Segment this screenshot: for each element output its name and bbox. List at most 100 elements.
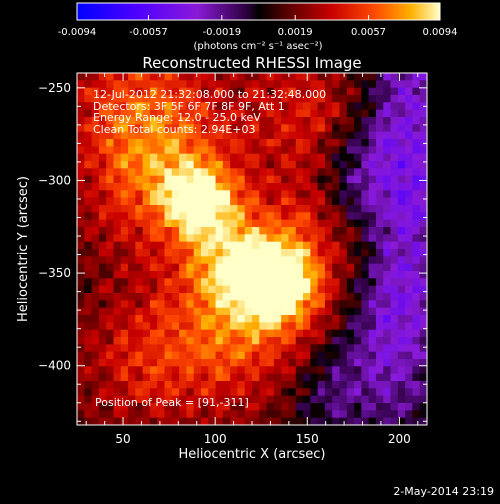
heatmap-cell	[157, 344, 166, 353]
heatmap-cell	[113, 329, 122, 338]
heatmap-cell	[303, 205, 311, 213]
heatmap-cell	[171, 263, 180, 272]
heatmap-cell	[157, 271, 166, 279]
heatmap-cell	[179, 131, 187, 140]
heatmap-cell	[128, 395, 136, 404]
heatmap-cell	[157, 161, 166, 169]
heatmap-cell	[259, 161, 268, 169]
heatmap-cell	[106, 366, 115, 375]
heatmap-cell	[91, 388, 100, 397]
heatmap-cell	[230, 256, 239, 265]
heatmap-cell	[179, 175, 187, 184]
heatmap-cell	[405, 329, 414, 338]
heatmap-cell	[135, 410, 144, 419]
heatmap-cell	[412, 73, 421, 81]
heatmap-cell	[390, 102, 399, 111]
heatmap-cell	[186, 263, 195, 272]
heatmap-cell	[383, 102, 392, 111]
heatmap-cell	[324, 212, 333, 221]
heatmap-cell	[368, 227, 377, 235]
heatmap-cell	[128, 205, 136, 213]
heatmap-cell	[106, 395, 115, 404]
heatmap-cell	[324, 124, 333, 133]
heatmap-cell	[412, 322, 421, 331]
heatmap-cell	[273, 87, 282, 96]
heatmap-cell	[252, 417, 260, 425]
heatmap-cell	[339, 212, 348, 221]
heatmap-cell	[361, 359, 370, 367]
heatmap-cell	[222, 278, 231, 287]
heatmap-cell	[113, 278, 122, 287]
heatmap-cell	[98, 293, 107, 301]
heatmap-cell	[164, 315, 173, 323]
heatmap-cell	[230, 381, 239, 389]
heatmap-cell	[383, 124, 392, 133]
heatmap-cell	[106, 285, 115, 294]
heatmap-cell	[361, 271, 370, 279]
heatmap-cell	[252, 410, 260, 419]
heatmap-cell	[215, 183, 224, 191]
heatmap-cell	[419, 183, 427, 191]
heatmap-cell	[346, 73, 355, 81]
heatmap-cell	[171, 175, 180, 184]
heatmap-cell	[375, 351, 384, 360]
heatmap-cell	[179, 373, 187, 382]
heatmap-cell	[419, 175, 427, 184]
heatmap-cell	[375, 241, 384, 250]
heatmap-cell	[222, 153, 231, 162]
heatmap-cell	[281, 153, 290, 162]
heatmap-cell	[412, 300, 421, 309]
heatmap-cell	[332, 95, 341, 103]
heatmap-cell	[237, 109, 246, 118]
heatmap-cell	[324, 417, 333, 425]
heatmap-cell	[142, 366, 151, 375]
heatmap-cell	[354, 124, 362, 133]
heatmap-cell	[149, 337, 158, 345]
heatmap-cell	[252, 212, 260, 221]
heatmap-cell	[230, 329, 239, 338]
heatmap-cell	[208, 241, 217, 250]
heatmap-cell	[405, 219, 414, 228]
heatmap-cell	[310, 146, 319, 155]
heatmap-cell	[164, 95, 173, 103]
heatmap-cell	[332, 395, 341, 404]
heatmap-cell	[149, 190, 158, 199]
heatmap-cell	[208, 403, 217, 411]
heatmap-cell	[98, 329, 107, 338]
heatmap-cell	[390, 139, 399, 147]
heatmap-cell	[412, 241, 421, 250]
heatmap-cell	[208, 351, 217, 360]
heatmap-cell	[186, 168, 195, 177]
heatmap-cell	[208, 278, 217, 287]
heatmap-cell	[324, 183, 333, 191]
heatmap-cell	[91, 359, 100, 367]
heatmap-cell	[259, 359, 268, 367]
heatmap-cell	[157, 417, 166, 425]
heatmap-cell	[346, 256, 355, 265]
heatmap-cell	[179, 109, 187, 118]
heatmap-cell	[383, 109, 392, 118]
heatmap-cell	[397, 87, 406, 96]
heatmap-cell	[310, 307, 319, 316]
heatmap-cell	[208, 227, 217, 235]
heatmap-cell	[368, 183, 377, 191]
heatmap-cell	[412, 234, 421, 243]
heatmap-cell	[91, 95, 100, 103]
heatmap-cell	[135, 329, 144, 338]
heatmap-cell	[390, 373, 399, 382]
heatmap-cell	[157, 168, 166, 177]
heatmap-cell	[273, 249, 282, 257]
heatmap-cell	[273, 300, 282, 309]
heatmap-cell	[295, 139, 304, 147]
heatmap-cell	[361, 315, 370, 323]
heatmap-cell	[368, 410, 377, 419]
heatmap-cell	[354, 190, 362, 199]
heatmap-cell	[142, 234, 151, 243]
heatmap-cell	[149, 271, 158, 279]
heatmap-cell	[179, 249, 187, 257]
heatmap-cell	[419, 351, 427, 360]
heatmap-cell	[266, 124, 275, 133]
heatmap-cell	[157, 359, 166, 367]
heatmap-cell	[142, 307, 151, 316]
heatmap-cell	[98, 197, 107, 206]
